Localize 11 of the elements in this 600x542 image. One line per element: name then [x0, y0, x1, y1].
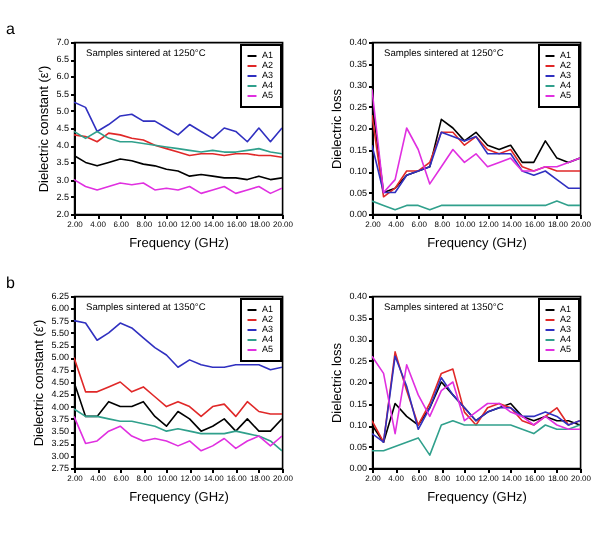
text: a — [6, 20, 16, 38]
line-series — [372, 114, 580, 198]
line-series — [74, 178, 282, 195]
line-series — [372, 131, 580, 194]
line-series — [74, 408, 282, 452]
line-series — [74, 356, 282, 418]
line-series — [74, 415, 282, 452]
line-series — [372, 419, 580, 456]
line-series — [74, 101, 282, 143]
line-series — [74, 319, 282, 371]
text: b — [6, 274, 16, 292]
